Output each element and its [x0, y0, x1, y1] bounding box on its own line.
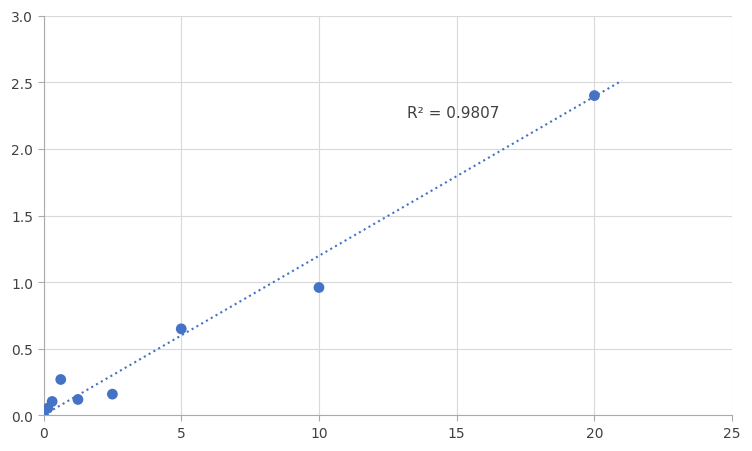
- Point: [313, 284, 325, 291]
- Text: R² = 0.9807: R² = 0.9807: [407, 106, 499, 120]
- Point: [42, 405, 54, 412]
- Point: [55, 376, 67, 383]
- Point: [38, 412, 50, 419]
- Point: [106, 391, 118, 398]
- Point: [72, 396, 84, 403]
- Point: [588, 93, 600, 100]
- Point: [46, 398, 58, 405]
- Point: [175, 326, 187, 333]
